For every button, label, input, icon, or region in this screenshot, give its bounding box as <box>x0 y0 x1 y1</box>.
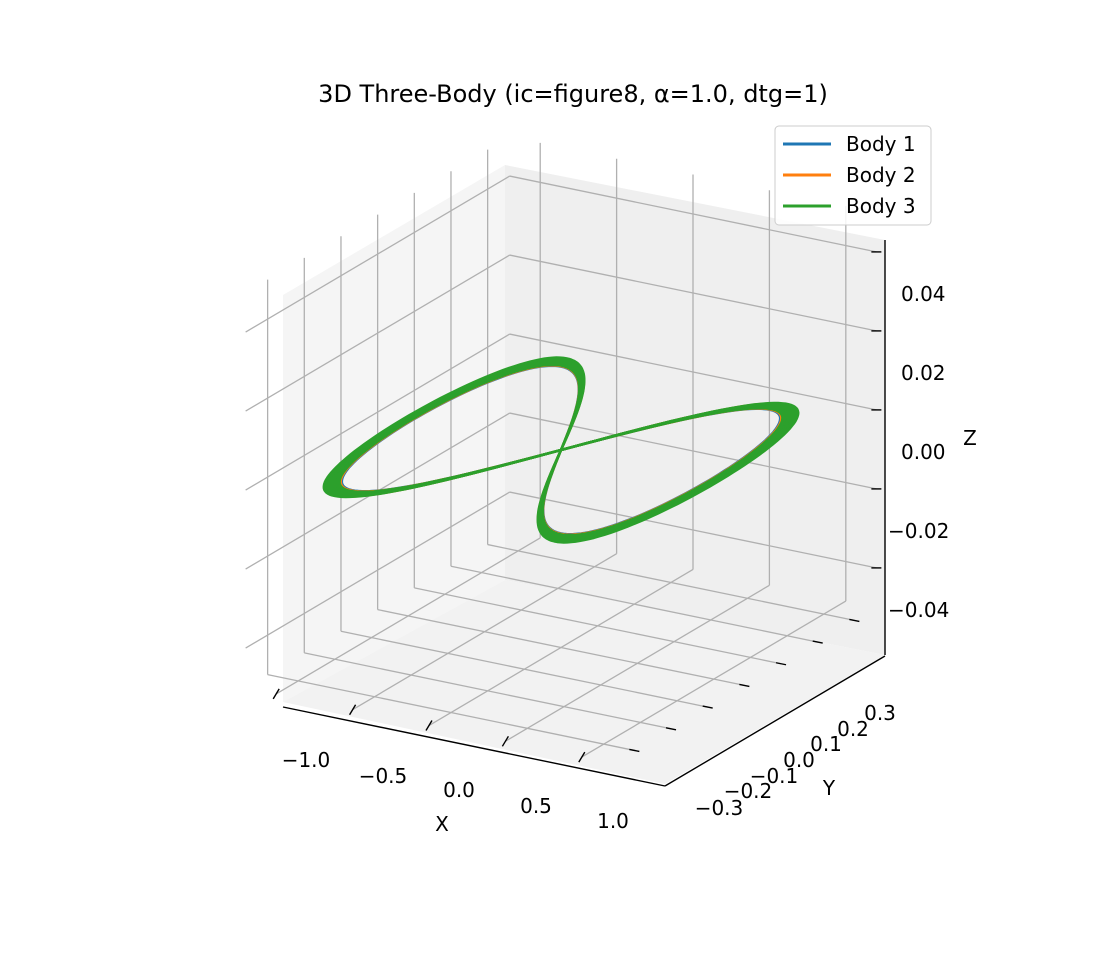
x-tick-mark <box>425 720 433 731</box>
y-axis-title: Y <box>822 776 836 800</box>
y-tick-mark <box>665 727 677 731</box>
floor-grid-y <box>304 652 672 730</box>
legend-label-body-1: Body 1 <box>846 132 916 156</box>
back-pane <box>505 165 885 655</box>
x-tick-mark <box>348 704 357 716</box>
y-tick-mark <box>775 662 787 666</box>
y-tick-label: −0.1 <box>750 764 799 788</box>
back-grid-z <box>509 254 877 332</box>
left-grid-z <box>245 175 510 333</box>
x-tick-label: 0.5 <box>520 794 552 818</box>
y-axis-line <box>664 655 886 787</box>
x-tick-mark <box>272 688 280 700</box>
z-tick-label: 0.04 <box>901 282 946 306</box>
floor-grid-y <box>340 630 708 708</box>
z-tick-label: −0.04 <box>888 598 949 622</box>
floor-grid-y <box>487 543 855 622</box>
back-grid-z <box>509 175 877 253</box>
y-tick-mark <box>812 640 823 644</box>
orbit-traces <box>322 356 800 544</box>
left-pane <box>283 165 505 702</box>
legend-label-body-2: Body 2 <box>846 163 916 187</box>
legend: Body 1 Body 2 Body 3 <box>774 125 932 226</box>
x-tick-mark <box>578 751 586 763</box>
orbit-loop <box>322 356 800 544</box>
left-grid-z <box>245 491 510 649</box>
x-axis-line <box>282 706 666 787</box>
z-axis-title: Z <box>963 426 977 450</box>
y-tick-label: 0.2 <box>837 717 869 741</box>
y-tick-label: 0.0 <box>783 748 815 772</box>
x-tick-label: 0.0 <box>443 778 475 802</box>
x-tick-label: −0.5 <box>359 764 408 788</box>
floor-grid-y <box>450 565 818 643</box>
floor-grid-y <box>377 608 745 687</box>
back-grid-z <box>509 491 877 569</box>
z-tick-labels: 0.04 0.02 0.00 −0.02 −0.04 <box>888 282 949 622</box>
chart-title: 3D Three-Body (ic=figure8, α=1.0, dtg=1) <box>318 80 828 108</box>
y-tick-mark <box>739 683 750 688</box>
z-tick-label: −0.02 <box>888 519 949 543</box>
x-axis-title: X <box>435 812 449 836</box>
floor-grid-y <box>267 673 635 752</box>
x-tick-label: 1.0 <box>597 809 629 833</box>
axis-ticks <box>272 251 882 763</box>
legend-box <box>774 125 932 226</box>
x-tick-mark <box>501 735 509 747</box>
y-tick-label: 0.3 <box>864 701 896 725</box>
y-tick-mark <box>629 748 640 753</box>
left-grid-z <box>245 254 510 412</box>
orbit-body-3 <box>322 356 800 544</box>
back-grid-z <box>509 333 877 411</box>
y-tick-label: −0.3 <box>695 796 744 820</box>
legend-label-body-3: Body 3 <box>846 194 916 218</box>
z-tick-label: 0.02 <box>901 361 946 385</box>
y-tick-mark <box>702 705 713 709</box>
x-tick-labels: −1.0 −0.5 0.0 0.5 1.0 <box>282 748 629 833</box>
left-grid-z <box>245 333 510 491</box>
floor-grid-y <box>414 587 782 665</box>
z-tick-label: 0.00 <box>901 440 946 464</box>
y-tick-labels: −0.3 −0.2 −0.1 0.0 0.1 0.2 0.3 <box>695 701 896 820</box>
y-tick-label: −0.2 <box>724 779 773 803</box>
y-tick-label: 0.1 <box>810 732 842 756</box>
x-tick-label: −1.0 <box>282 748 331 772</box>
y-tick-mark <box>849 618 860 623</box>
